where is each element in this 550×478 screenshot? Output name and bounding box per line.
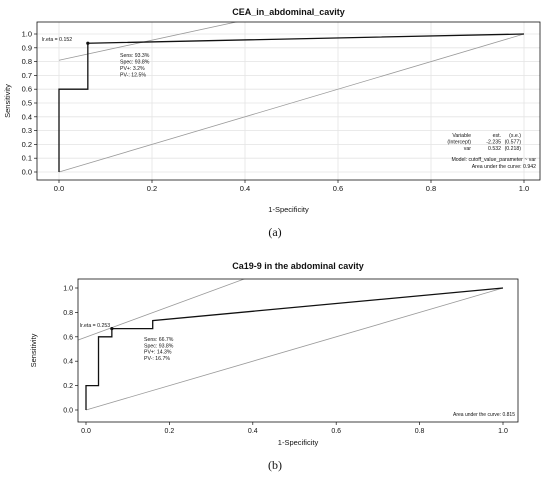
figure-a: CEA_in_abdominal_cavity lr.eta = 0.152 Sen… (3, 7, 541, 239)
x-tick-label: 0.0 (54, 184, 64, 193)
model-table-header: (s.e.) (509, 133, 521, 139)
y-tick-label: 0.6 (63, 334, 73, 341)
model-table-cell: var (464, 146, 471, 152)
y-tick-label: 0.2 (63, 383, 73, 390)
y-tick-label: 0.5 (22, 99, 32, 108)
auc-label: Area under the curve: 0.942 (472, 164, 536, 170)
point-annotation-line: PV-: 16.7% (144, 356, 170, 362)
x-tick-label: 0.8 (415, 428, 425, 435)
cutoff-label: lr.eta = 0.253 (80, 323, 110, 329)
y-tick-label: 0.7 (22, 71, 32, 80)
panel-caption-a: (a) (268, 225, 282, 239)
auc-label: Area under the curve: 0.815 (453, 412, 515, 418)
point-annotation-line: PV-: 12.5% (120, 73, 146, 79)
model-formula: Model: cutoff_value_parameter ~ var (451, 157, 536, 163)
chart-title: CEA_in_abdominal_cavity (232, 7, 345, 17)
cutoff-label: lr.eta = 0.152 (42, 37, 72, 43)
y-tick-label: 1.0 (63, 286, 73, 293)
plot-frame (77, 278, 519, 423)
x-tick-label: 0.4 (248, 428, 258, 435)
cutoff-point-marker (110, 327, 114, 331)
y-tick-label: 0.2 (22, 140, 32, 149)
y-tick-label: 0.4 (63, 359, 73, 366)
figure-b: Ca19-9 in the abdominal cavity lr.eta = 0… (0, 240, 550, 478)
y-tick-label: 0.3 (22, 126, 32, 135)
point-annotation-line: Spec: 93.8% (144, 343, 174, 349)
reference-line (58, 22, 238, 61)
model-table-cell: (Intercept) (447, 140, 471, 146)
point-annotation-line: Sens: 66.7% (144, 337, 174, 343)
point-annotation-line: PV+: 3.2% (120, 66, 145, 72)
plot-frame (36, 21, 541, 181)
y-tick-label: 0.0 (22, 168, 32, 177)
x-tick-label: 0.2 (165, 428, 175, 435)
model-table-cell: 0.532 (488, 146, 501, 152)
x-tick-label: 0.0 (81, 428, 91, 435)
plot-area (78, 279, 504, 411)
y-tick-label: 0.8 (22, 57, 32, 66)
cutoff-point-marker (86, 41, 90, 45)
point-annotation-line: Spec: 93.8% (120, 60, 150, 66)
reference-line (58, 33, 525, 173)
reference-line (85, 287, 504, 411)
y-tick-label: 0.9 (22, 43, 32, 52)
x-axis-label: 1-Specificity (278, 438, 319, 447)
y-tick-label: 0.4 (22, 112, 32, 121)
panel-caption-b: (b) (268, 458, 282, 472)
reference-line (78, 279, 246, 341)
roc-curve-line (58, 33, 525, 172)
roc-chart-cea: CEA_in_abdominal_cavity lr.eta = 0.152 Sen… (3, 7, 541, 214)
x-tick-label: 0.2 (147, 184, 157, 193)
model-table-cell: (0.218) (505, 146, 522, 152)
x-tick-label: 0.8 (426, 184, 436, 193)
model-table-header: Variable (452, 133, 471, 139)
model-table-cell: -2.235 (486, 140, 501, 146)
point-annotation-line: Sens: 93.3% (120, 53, 150, 59)
y-axis-label: Sensitivity (29, 333, 38, 367)
roc-curve-line (85, 287, 504, 410)
x-tick-label: 0.6 (333, 184, 343, 193)
x-tick-label: 1.0 (519, 184, 529, 193)
model-table-cell: (0.577) (505, 140, 522, 146)
x-tick-label: 0.6 (331, 428, 341, 435)
point-annotation-line: PV+: 14.3% (144, 350, 172, 356)
y-tick-label: 0.8 (63, 310, 73, 317)
y-tick-label: 0.1 (22, 154, 32, 163)
y-tick-label: 0.6 (22, 85, 32, 94)
roc-chart-ca19-9: Ca19-9 in the abdominal cavity lr.eta = 0… (29, 261, 519, 447)
y-axis-label: Sensitivity (3, 84, 12, 118)
y-tick-label: 1.0 (22, 30, 32, 39)
x-axis-label: 1-Specificity (268, 205, 309, 214)
model-table-header: est. (493, 133, 501, 139)
y-tick-label: 0.0 (63, 408, 73, 415)
x-tick-label: 0.4 (240, 184, 250, 193)
x-tick-label: 1.0 (498, 428, 508, 435)
plot-area (58, 22, 525, 173)
chart-title: Ca19-9 in the abdominal cavity (232, 261, 364, 271)
